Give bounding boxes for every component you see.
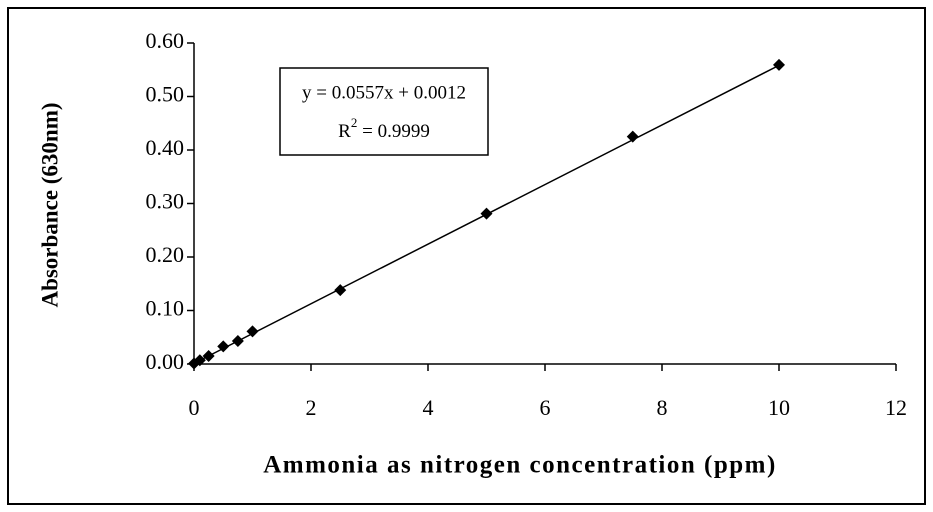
- data-point: [334, 284, 347, 297]
- x-tick-label: 0: [189, 395, 200, 420]
- data-point: [202, 349, 215, 362]
- x-tick-label: 12: [885, 395, 907, 420]
- data-point: [246, 325, 259, 338]
- x-tick-label: 10: [768, 395, 790, 420]
- data-point: [217, 340, 230, 353]
- annotation-box: [279, 67, 489, 156]
- y-tick-label: 0.50: [146, 82, 185, 107]
- x-tick-label: 4: [423, 395, 434, 420]
- trend-equation: y = 0.0557x + 0.0012: [302, 82, 466, 103]
- x-tick-label: 6: [540, 395, 551, 420]
- x-axis-title: Ammonia as nitrogen concentration (ppm): [263, 452, 777, 479]
- y-tick-label: 0.10: [146, 296, 185, 321]
- data-point: [231, 334, 244, 347]
- y-tick-label: 0.20: [146, 242, 185, 267]
- data-point: [626, 130, 639, 143]
- y-tick-label: 0.30: [146, 189, 185, 214]
- data-point: [773, 58, 785, 71]
- r-value: = 0.9999: [357, 121, 429, 142]
- y-tick-label: 0.00: [146, 349, 185, 374]
- r-exponent: 2: [351, 115, 358, 130]
- data-point: [480, 207, 493, 220]
- data-point: [193, 354, 206, 367]
- x-tick-label: 2: [306, 395, 317, 420]
- r-symbol: R: [338, 121, 351, 142]
- x-tick-label: 8: [657, 395, 668, 420]
- y-axis-title: Absorbance (630nm): [37, 102, 62, 307]
- r-squared: R2 = 0.9999: [338, 115, 430, 142]
- y-tick-label: 0.60: [146, 28, 185, 53]
- y-tick-label: 0.40: [146, 135, 185, 160]
